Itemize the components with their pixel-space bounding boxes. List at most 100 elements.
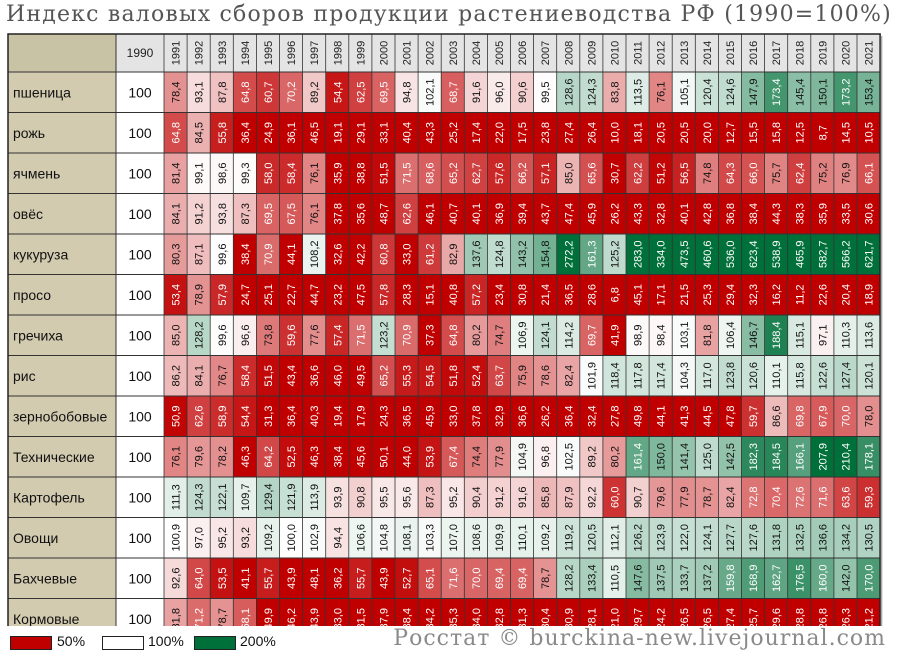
row-name-cell [8,153,116,194]
cell-value-label: 114,2 [563,322,575,349]
heatmap-cell [441,315,465,356]
year-label: 2005 [494,41,506,65]
cell-value-label: 77,9 [494,446,506,467]
heatmap-cell [164,193,188,234]
heatmap-cell [833,436,857,477]
heatmap-cell [787,558,811,599]
heatmap-cell [302,598,326,626]
cell-value-label: 86,2 [171,365,183,386]
cell-value-label: 25,3 [702,284,714,305]
year-header-cell [857,34,881,72]
cell-value-label: 99,6 [217,244,229,265]
cell-value-label: 126,2 [633,524,645,552]
cell-value-label: 96,8 [540,446,552,467]
cell-value-label: 143,2 [517,240,529,268]
cell-value-label: 64,8 [171,122,183,143]
cell-value-label: 38,4 [332,446,344,467]
heatmap-cell [256,558,280,599]
heatmap-cell [164,396,188,437]
heatmap-cell [279,558,303,599]
cell-value-label: 33,0 [332,608,344,626]
heatmap-cell [626,193,650,234]
heatmap-cell [672,72,696,113]
year-label: 2020 [840,41,852,65]
cell-value-label: 69,5 [263,203,275,224]
heatmap-cell [533,598,557,626]
year-header-cell [649,34,673,72]
cell-value-label: 46,3 [240,446,252,467]
heatmap-cell [441,477,465,518]
heatmap-cell [626,436,650,477]
heatmap-cell [857,558,881,599]
heatmap-cell [187,477,211,518]
heatmap-cell [279,598,303,626]
cell-value-label: 104,9 [517,443,529,471]
cell-value-label: 29,7 [633,608,645,626]
cell-value-label: 81,4 [171,163,183,184]
heatmap-cell [487,193,511,234]
cell-value-label: 142,5 [725,443,737,471]
heatmap-cell [626,396,650,437]
row-name-cell [8,396,116,437]
cell-value-label: 96,0 [494,82,506,103]
row-name-cell [8,112,116,153]
heatmap-cell [602,598,626,626]
year-label: 1999 [355,41,367,65]
heatmap-cell [556,558,580,599]
cell-value-label: 48,7 [378,203,390,224]
cell-value-label: 118,4 [609,362,621,389]
heatmap-cell [233,477,257,518]
cell-value-label: 68,1 [240,608,252,626]
heatmap-cell [441,72,465,113]
cell-value-label: 63,7 [494,365,506,386]
cell-value-label: 87,9 [563,487,575,508]
cell-value-label: 98,4 [656,325,668,346]
cell-value-label: 90,7 [633,487,645,508]
cell-value-label: 150,0 [656,443,668,471]
year-label: 1992 [194,41,206,65]
cell-value-label: 15,5 [748,122,760,143]
heatmap-cell [787,234,811,275]
cell-value-label: 32,8 [494,608,506,626]
cell-value-label: 117,8 [633,362,645,389]
heatmap-cell [210,355,234,396]
cell-value-label: 6,8 [609,287,621,302]
row-label: рис [13,368,36,384]
cell-value-label: 11,2 [794,284,806,305]
cell-value-label: 142,0 [840,564,852,592]
heatmap-cell [418,193,442,234]
heatmap-cell [464,315,488,356]
cell-value-label: 76,1 [171,446,183,467]
heatmap-cell [672,598,696,626]
heatmap-cell [857,355,881,396]
cell-value-label: 74,8 [702,163,714,184]
heatmap-cell [187,72,211,113]
year-label: 2007 [540,41,552,65]
heatmap-cell [556,315,580,356]
cell-value-label: 127,6 [748,524,760,552]
cell-value-label: 112,1 [609,524,621,551]
year-label: 1996 [286,41,298,65]
heatmap-cell [395,234,419,275]
cell-value-label: 62,6 [402,203,414,224]
year-header-cell [764,34,788,72]
cell-value-label: 64,0 [194,568,206,589]
heatmap-cell [464,517,488,558]
heatmap-cell [279,112,303,153]
year-header-cell [833,34,857,72]
heatmap-cell [395,477,419,518]
base-value-label: 100 [128,449,152,465]
cell-value-label: 120,4 [702,78,714,106]
heatmap-cell [348,558,372,599]
year-label: 1995 [263,41,275,65]
heatmap-cell [187,274,211,315]
heatmap-cell [533,153,557,194]
heatmap-cell [787,396,811,437]
heatmap-cell [464,234,488,275]
heatmap-cell [302,315,326,356]
year-label: 2018 [794,41,806,65]
cell-value-label: 59,3 [864,487,876,508]
cell-value-label: 78,7 [702,487,714,508]
year-header-cell [487,34,511,72]
cell-value-label: 40,1 [679,203,691,224]
